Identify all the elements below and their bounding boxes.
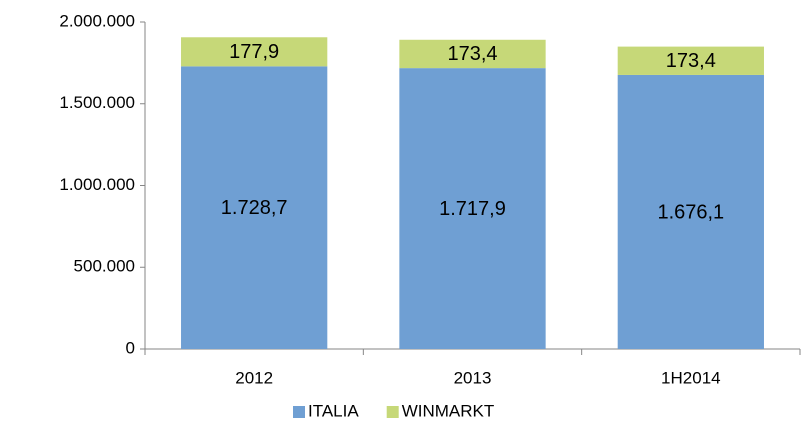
legend-label: ITALIA [308,401,359,420]
bar-segment [617,46,764,75]
value-label: 173,4 [666,50,716,72]
bar-segment [181,37,328,67]
x-tick-label: 1H2014 [661,368,721,387]
legend-label: WINMARKT [402,401,495,420]
value-label: 177,9 [229,41,279,63]
x-tick-label: 2012 [235,368,273,387]
y-tick-label: 0 [126,338,135,357]
y-tick-label: 2.000.000 [59,11,135,30]
value-label: 1.728,7 [221,197,288,219]
y-tick-label: 1.500.000 [59,93,135,112]
bar-segment [181,66,328,350]
y-tick-label: 500.000 [74,257,135,276]
value-label: 1.717,9 [439,198,506,220]
y-tick-label: 1.000.000 [59,175,135,194]
legend-swatch [293,406,305,418]
bar-segment [399,68,546,349]
value-label: 1.676,1 [657,201,724,223]
bar-segment [399,39,546,69]
value-label: 173,4 [447,43,497,65]
x-tick-label: 2013 [454,368,492,387]
bar-segment [617,74,764,350]
legend-swatch [386,406,399,418]
